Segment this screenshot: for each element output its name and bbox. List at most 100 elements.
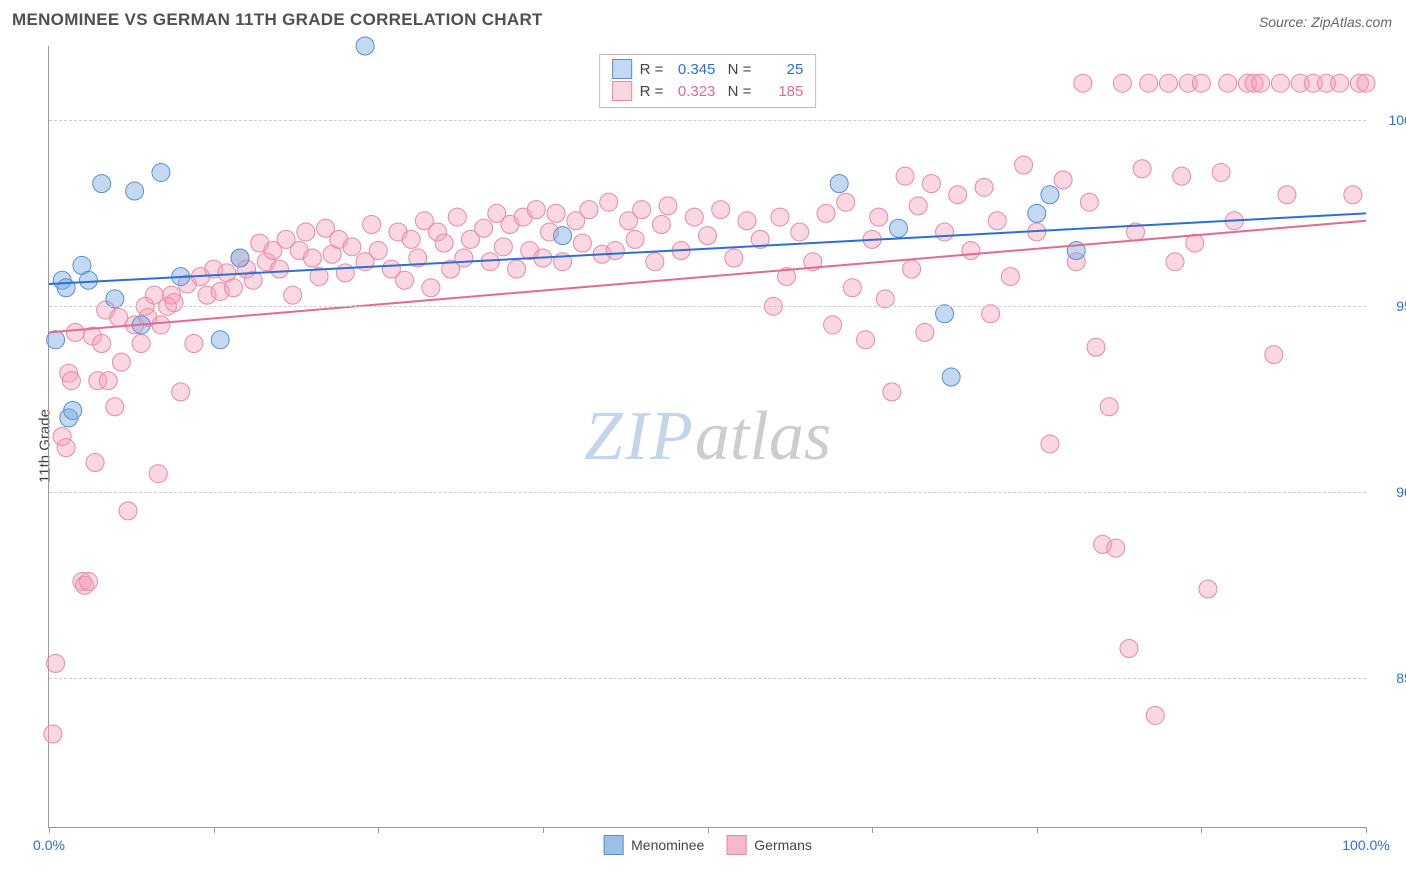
- scatter-point: [870, 208, 888, 226]
- scatter-point: [1133, 160, 1151, 178]
- chart-title: MENOMINEE VS GERMAN 11TH GRADE CORRELATI…: [12, 10, 543, 30]
- x-tick: [378, 827, 379, 833]
- chart-svg: [49, 46, 1366, 827]
- scatter-point: [172, 383, 190, 401]
- legend-row: R = 0.323 N = 185: [612, 81, 804, 101]
- scatter-point: [633, 201, 651, 219]
- x-tick: [543, 827, 544, 833]
- stat-value-n: 185: [759, 83, 803, 100]
- scatter-point: [962, 242, 980, 260]
- scatter-point: [44, 725, 62, 743]
- scatter-point: [185, 335, 203, 353]
- scatter-point: [659, 197, 677, 215]
- grid-line: [49, 120, 1366, 121]
- scatter-point: [1074, 74, 1092, 92]
- scatter-point: [916, 323, 934, 341]
- scatter-point: [725, 249, 743, 267]
- scatter-point: [942, 368, 960, 386]
- series-legend: MenomineeGermans: [603, 835, 812, 855]
- scatter-point: [110, 308, 128, 326]
- scatter-point: [132, 335, 150, 353]
- scatter-point: [152, 316, 170, 334]
- scatter-point: [1271, 74, 1289, 92]
- scatter-point: [685, 208, 703, 226]
- scatter-point: [600, 193, 618, 211]
- stat-label-r: R =: [640, 61, 664, 78]
- scatter-point: [1166, 253, 1184, 271]
- scatter-point: [99, 372, 117, 390]
- y-tick-label: 95.0%: [1376, 298, 1406, 314]
- scatter-point: [494, 238, 512, 256]
- scatter-point: [876, 290, 894, 308]
- scatter-point: [903, 260, 921, 278]
- chart-container: MENOMINEE VS GERMAN 11TH GRADE CORRELATI…: [0, 0, 1406, 892]
- stat-value-r: 0.345: [671, 61, 715, 78]
- scatter-point: [303, 249, 321, 267]
- scatter-point: [1212, 163, 1230, 181]
- scatter-point: [580, 201, 598, 219]
- scatter-point: [448, 208, 466, 226]
- scatter-point: [922, 175, 940, 193]
- scatter-point: [57, 439, 75, 457]
- scatter-point: [356, 37, 374, 55]
- scatter-point: [738, 212, 756, 230]
- scatter-point: [1015, 156, 1033, 174]
- scatter-point: [481, 253, 499, 271]
- x-tick: [872, 827, 873, 833]
- scatter-point: [126, 182, 144, 200]
- x-tick: [1037, 827, 1038, 833]
- legend-swatch: [603, 835, 623, 855]
- scatter-point: [47, 331, 65, 349]
- scatter-point: [652, 216, 670, 234]
- scatter-point: [106, 398, 124, 416]
- scatter-point: [1331, 74, 1349, 92]
- legend-item: Germans: [726, 835, 812, 855]
- scatter-point: [1265, 346, 1283, 364]
- scatter-point: [106, 290, 124, 308]
- scatter-point: [883, 383, 901, 401]
- scatter-point: [1113, 74, 1131, 92]
- scatter-point: [422, 279, 440, 297]
- scatter-point: [573, 234, 591, 252]
- scatter-point: [988, 212, 1006, 230]
- scatter-point: [336, 264, 354, 282]
- scatter-point: [508, 260, 526, 278]
- x-tick: [49, 827, 50, 833]
- scatter-point: [936, 223, 954, 241]
- scatter-point: [1087, 338, 1105, 356]
- scatter-point: [363, 216, 381, 234]
- x-tick-label: 100.0%: [1342, 837, 1389, 853]
- scatter-point: [949, 186, 967, 204]
- scatter-point: [837, 193, 855, 211]
- scatter-point: [817, 204, 835, 222]
- stat-value-n: 25: [759, 61, 803, 78]
- scatter-point: [1080, 193, 1098, 211]
- scatter-point: [57, 279, 75, 297]
- scatter-point: [1146, 706, 1164, 724]
- trend-line: [49, 213, 1366, 284]
- scatter-point: [1192, 74, 1210, 92]
- grid-line: [49, 678, 1366, 679]
- scatter-point: [1159, 74, 1177, 92]
- scatter-point: [843, 279, 861, 297]
- scatter-point: [1357, 74, 1375, 92]
- scatter-point: [112, 353, 130, 371]
- y-tick-label: 85.0%: [1376, 670, 1406, 686]
- scatter-point: [646, 253, 664, 271]
- scatter-point: [1041, 435, 1059, 453]
- correlation-legend: R = 0.345 N = 25 R = 0.323 N = 185: [599, 54, 817, 108]
- x-tick: [1201, 827, 1202, 833]
- legend-row: R = 0.345 N = 25: [612, 59, 804, 79]
- scatter-point: [62, 372, 80, 390]
- scatter-point: [435, 234, 453, 252]
- stat-value-r: 0.323: [671, 83, 715, 100]
- grid-line: [49, 492, 1366, 493]
- scatter-point: [626, 230, 644, 248]
- scatter-point: [231, 249, 249, 267]
- scatter-point: [93, 335, 111, 353]
- scatter-point: [896, 167, 914, 185]
- scatter-point: [554, 227, 572, 245]
- scatter-point: [1344, 186, 1362, 204]
- source-credit: Source: ZipAtlas.com: [1259, 14, 1392, 30]
- y-tick-label: 100.0%: [1376, 112, 1406, 128]
